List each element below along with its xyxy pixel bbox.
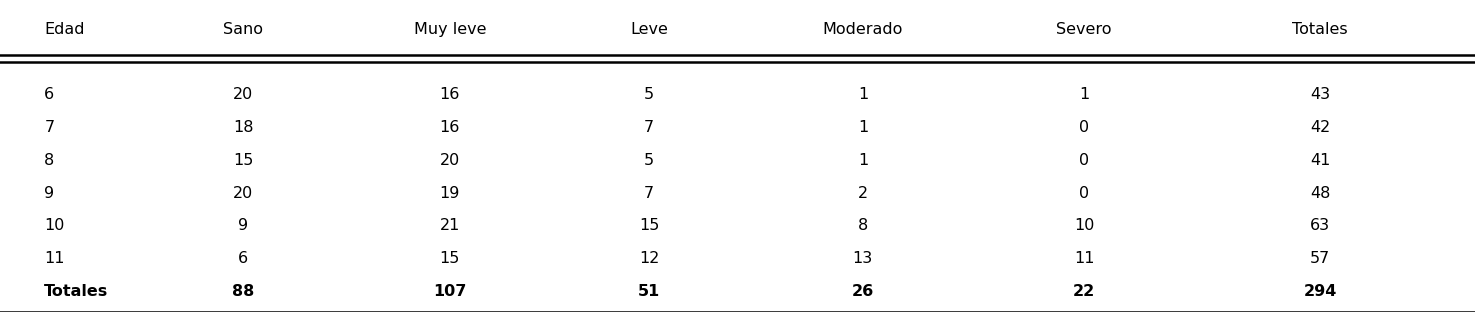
Text: 11: 11	[1074, 251, 1094, 266]
Text: 1: 1	[1080, 87, 1089, 102]
Text: 11: 11	[44, 251, 65, 266]
Text: 63: 63	[1310, 218, 1330, 233]
Text: 6: 6	[239, 251, 248, 266]
Text: 57: 57	[1310, 251, 1330, 266]
Text: 0: 0	[1080, 153, 1089, 168]
Text: 10: 10	[1074, 218, 1094, 233]
Text: 18: 18	[233, 120, 254, 135]
Text: 42: 42	[1310, 120, 1330, 135]
Text: 294: 294	[1304, 284, 1336, 299]
Text: Sano: Sano	[223, 22, 264, 37]
Text: 15: 15	[639, 218, 659, 233]
Text: 43: 43	[1310, 87, 1330, 102]
Text: 16: 16	[440, 87, 460, 102]
Text: Leve: Leve	[630, 22, 668, 37]
Text: 7: 7	[645, 120, 653, 135]
Text: 8: 8	[44, 153, 55, 168]
Text: 20: 20	[440, 153, 460, 168]
Text: 51: 51	[637, 284, 661, 299]
Text: 6: 6	[44, 87, 55, 102]
Text: 13: 13	[853, 251, 873, 266]
Text: Totales: Totales	[44, 284, 109, 299]
Text: 8: 8	[858, 218, 867, 233]
Text: Severo: Severo	[1056, 22, 1112, 37]
Text: Edad: Edad	[44, 22, 84, 37]
Text: 1: 1	[858, 153, 867, 168]
Text: 26: 26	[851, 284, 875, 299]
Text: 7: 7	[645, 186, 653, 201]
Text: 41: 41	[1310, 153, 1330, 168]
Text: 16: 16	[440, 120, 460, 135]
Text: 107: 107	[434, 284, 466, 299]
Text: 7: 7	[44, 120, 55, 135]
Text: Totales: Totales	[1292, 22, 1348, 37]
Text: 5: 5	[645, 153, 653, 168]
Text: 1: 1	[858, 120, 867, 135]
Text: 0: 0	[1080, 120, 1089, 135]
Text: 15: 15	[440, 251, 460, 266]
Text: 20: 20	[233, 87, 254, 102]
Text: 48: 48	[1310, 186, 1330, 201]
Text: Moderado: Moderado	[823, 22, 903, 37]
Text: 10: 10	[44, 218, 65, 233]
Text: 22: 22	[1072, 284, 1096, 299]
Text: 9: 9	[44, 186, 55, 201]
Text: 0: 0	[1080, 186, 1089, 201]
Text: 15: 15	[233, 153, 254, 168]
Text: 19: 19	[440, 186, 460, 201]
Text: 9: 9	[239, 218, 248, 233]
Text: 2: 2	[858, 186, 867, 201]
Text: Muy leve: Muy leve	[413, 22, 487, 37]
Text: 21: 21	[440, 218, 460, 233]
Text: 88: 88	[232, 284, 255, 299]
Text: 12: 12	[639, 251, 659, 266]
Text: 1: 1	[858, 87, 867, 102]
Text: 20: 20	[233, 186, 254, 201]
Text: 5: 5	[645, 87, 653, 102]
